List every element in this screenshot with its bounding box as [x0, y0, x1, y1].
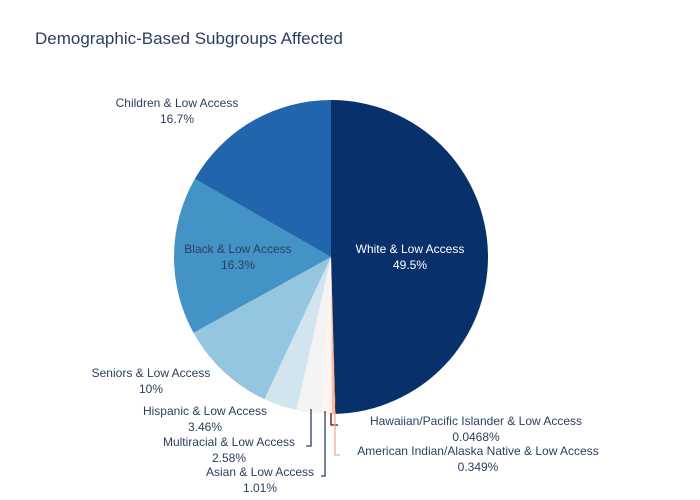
slice-label-3: American Indian/Alaska Native & Low Acce… — [357, 444, 598, 474]
slice-label-name: Seniors & Low Access — [92, 366, 211, 380]
slice-label-percent: 3.46% — [188, 420, 222, 434]
slice-label-name: White & Low Access — [356, 242, 465, 256]
slice-label-7: Seniors & Low Access 10% — [92, 366, 211, 396]
slice-label-2: Hawaiian/Pacific Islander & Low Access 0.… — [370, 414, 582, 444]
slice-label-5: Multiracial & Low Access 2.58% — [163, 435, 295, 465]
slice-label-4: Asian & Low Access 1.01% — [206, 465, 314, 495]
leader-line-3 — [334, 413, 340, 456]
slice-label-percent: 49.5% — [393, 258, 427, 272]
leader-line-2 — [330, 413, 338, 426]
pie-slice-5[interactable] — [296, 257, 331, 414]
pie-slice-4[interactable] — [321, 257, 332, 414]
slice-label-percent: 0.0468% — [452, 430, 500, 444]
pie-slice-8[interactable] — [173, 178, 331, 333]
slice-label-name: Children & Low Access — [116, 96, 239, 110]
slice-label-percent: 1.01% — [243, 481, 277, 495]
slice-label-8: Black & Low Access 16.3% — [184, 242, 291, 272]
slice-label-name: Hispanic & Low Access — [143, 404, 267, 418]
slice-label-name: Multiracial & Low Access — [163, 435, 295, 449]
slice-label-percent: 0.349% — [458, 460, 499, 474]
slice-label-percent: 16.3% — [221, 258, 255, 272]
pie-slice-2[interactable] — [331, 257, 336, 414]
slice-label-9: Children & Low Access 16.7% — [116, 96, 239, 126]
slice-label-percent: 16.7% — [160, 112, 194, 126]
slice-label-percent: 2.58% — [212, 451, 246, 465]
slice-label-name: Black & Low Access — [184, 242, 291, 256]
slice-label-6: Hispanic & Low Access 3.46% — [143, 404, 267, 434]
leader-line-5 — [306, 409, 312, 447]
slice-label-name: Hawaiian/Pacific Islander & Low Access — [370, 414, 582, 428]
pie-slice-3[interactable] — [331, 257, 336, 414]
slice-label-name: Asian & Low Access — [206, 465, 314, 479]
pie-slice-1[interactable] — [331, 100, 489, 414]
pie-slice-6[interactable] — [264, 257, 331, 411]
slice-label-percent: 10% — [139, 382, 163, 396]
slice-label-1: White & Low Access 49.5% — [356, 242, 465, 272]
chart-title: Demographic-Based Subgroups Affected — [35, 29, 343, 48]
slice-label-name: American Indian/Alaska Native & Low Acce… — [357, 444, 598, 458]
pie-slice-7[interactable] — [193, 257, 331, 400]
pie-slice-9[interactable] — [194, 99, 331, 257]
leader-line-4 — [321, 411, 326, 477]
